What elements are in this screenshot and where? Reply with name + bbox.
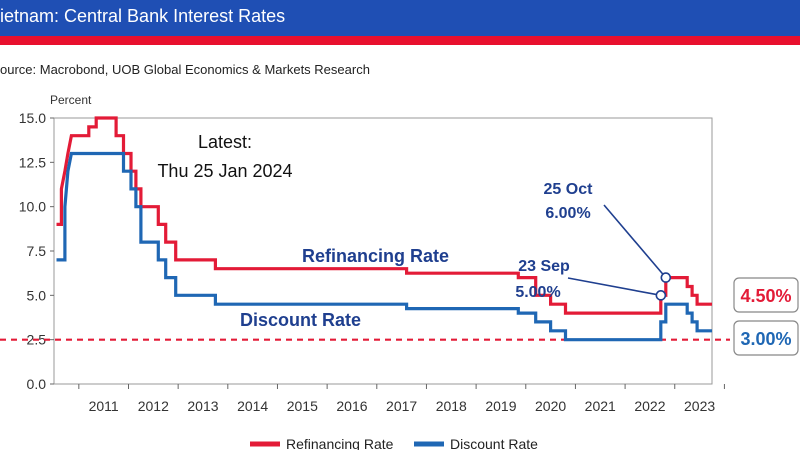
discount-end-label: 3.00% — [740, 329, 791, 349]
y-tick-label: 5.0 — [27, 287, 47, 303]
callout-layer — [567, 204, 672, 301]
sep-callout-marker — [655, 290, 667, 301]
refinancing-rate-inline-label: Refinancing Rate — [302, 246, 449, 266]
oct-callout-line — [603, 204, 667, 279]
x-tick-label: 2013 — [187, 398, 218, 414]
latest-label: Latest: — [198, 132, 252, 152]
x-tick-label: 2022 — [634, 398, 665, 414]
sep-callout-line — [567, 277, 661, 297]
x-tick-label: 2015 — [287, 398, 318, 414]
y-tick-label: 0.0 — [27, 376, 47, 392]
y-axis-label: Percent — [50, 93, 92, 107]
y-tick-label: 15.0 — [19, 110, 46, 126]
y-tick-label: 10.0 — [19, 199, 46, 215]
oct-annotation-value: 6.00% — [545, 205, 590, 222]
legend-label-discount: Discount Rate — [450, 436, 538, 450]
x-tick-label: 2023 — [684, 398, 715, 414]
series-layer — [56, 116, 712, 342]
discount-rate-inline-label: Discount Rate — [240, 310, 361, 330]
oct-callout-marker — [660, 272, 672, 283]
x-tick-label: 2017 — [386, 398, 417, 414]
x-tick-label: 2014 — [237, 398, 268, 414]
legend: Refinancing Rate Discount Rate — [250, 436, 538, 450]
header-bar: ietnam: Central Bank Interest Rates — [0, 0, 800, 36]
latest-date: Thu 25 Jan 2024 — [157, 161, 292, 181]
x-tick-label: 2021 — [585, 398, 616, 414]
x-tick-label: 2011 — [89, 398, 119, 414]
x-tick-label: 2016 — [336, 398, 367, 414]
discount-rate-line — [56, 151, 712, 342]
source-note: ource: Macrobond, UOB Global Economics &… — [0, 62, 370, 77]
x-tick-label: 2019 — [485, 398, 516, 414]
refinancing-end-box — [733, 277, 799, 313]
y-tick-label: 7.5 — [27, 243, 47, 259]
x-tick-label: 2020 — [535, 398, 566, 414]
refinancing-end-label: 4.50% — [740, 286, 791, 306]
x-tick-label: 2018 — [436, 398, 467, 414]
sep-annotation-value: 5.00% — [515, 284, 560, 301]
discount-end-box — [733, 320, 799, 356]
x-tick-label: 2012 — [138, 398, 169, 414]
sep-annotation-date: 23 Sep — [518, 258, 570, 275]
y-tick-label: 12.5 — [19, 154, 46, 170]
oct-annotation-date: 25 Oct — [544, 181, 594, 198]
legend-label-refinancing: Refinancing Rate — [286, 436, 394, 450]
header-accent-stripe — [0, 36, 800, 45]
chart-title: ietnam: Central Bank Interest Rates — [0, 6, 286, 26]
